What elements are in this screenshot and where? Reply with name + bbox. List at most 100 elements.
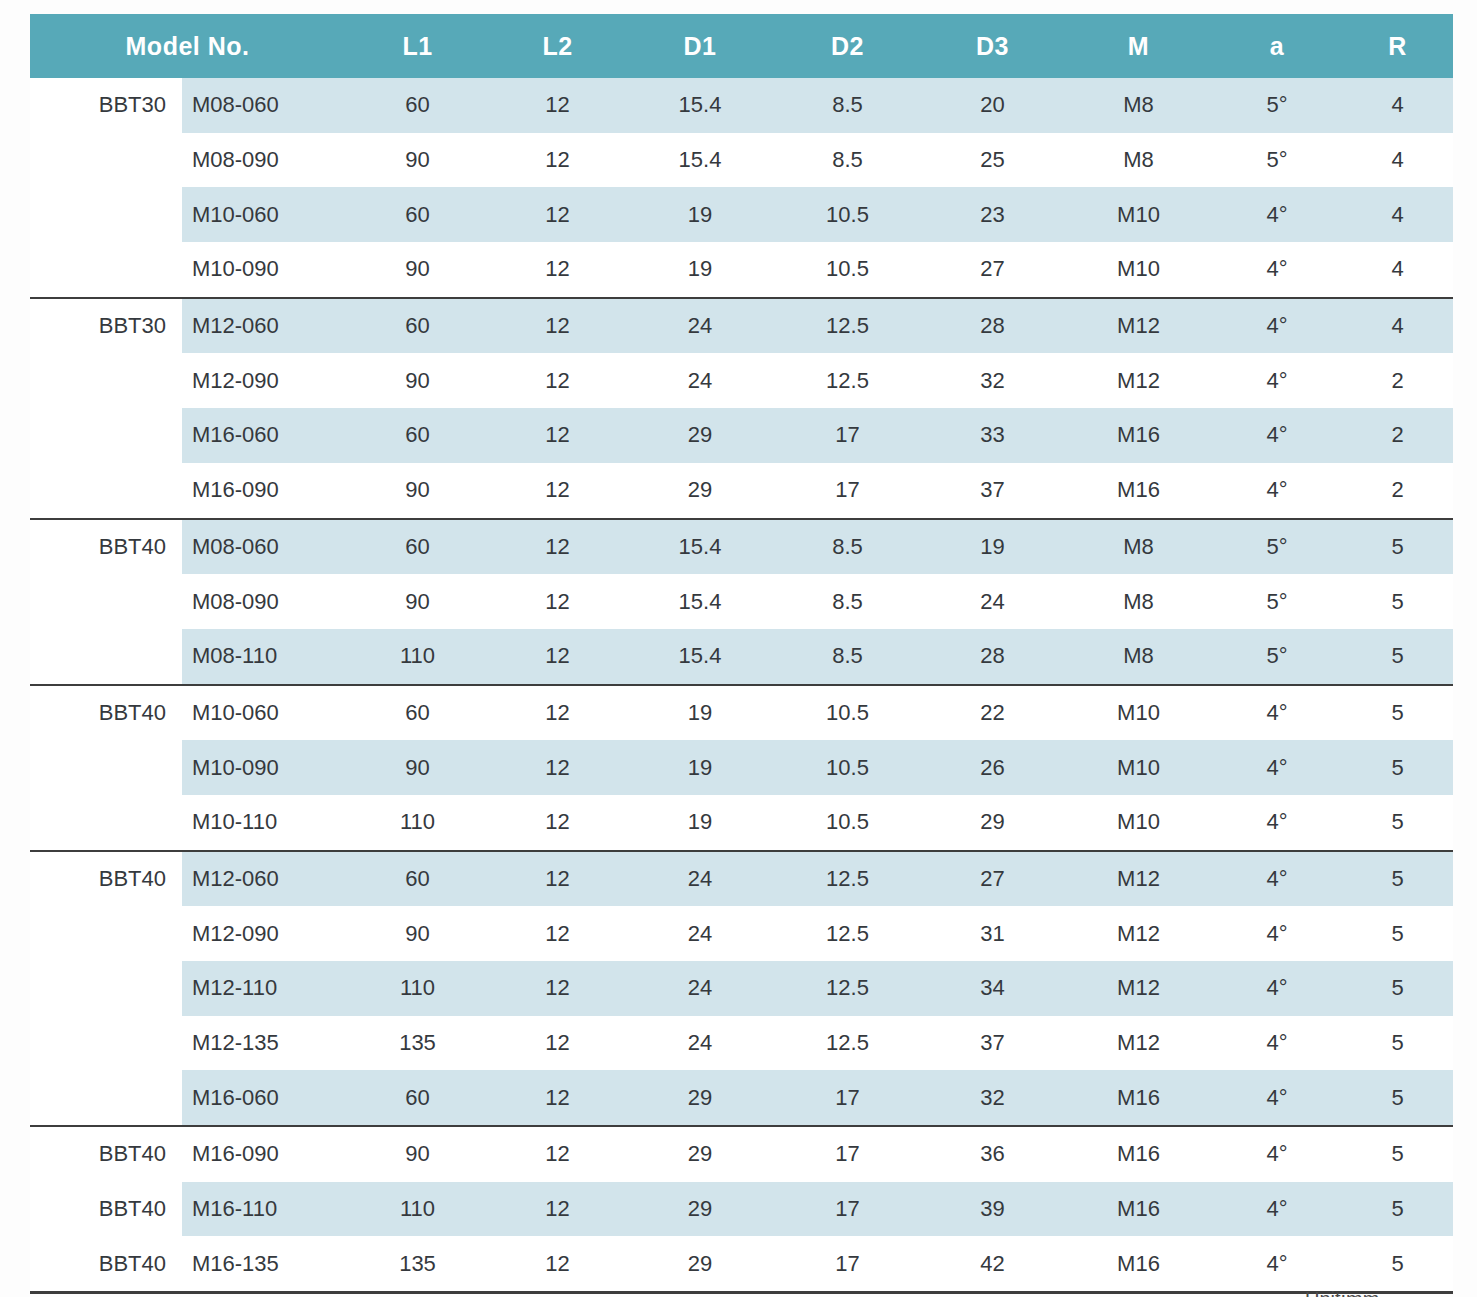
group-label-cell (30, 906, 182, 961)
l1-cell: 90 (345, 242, 490, 298)
r-cell: 5 (1342, 1070, 1453, 1126)
d2-cell: 17 (775, 1182, 920, 1237)
l1-cell: 110 (345, 795, 490, 851)
model-no-cell: M08-060 (182, 519, 345, 575)
r-cell: 5 (1342, 1016, 1453, 1071)
l2-cell: 12 (490, 242, 625, 298)
a-cell: 5° (1212, 574, 1342, 629)
col-header-l2: L2 (490, 14, 625, 78)
l2-cell: 12 (490, 298, 625, 354)
m-cell: M16 (1065, 1236, 1212, 1292)
table-row: M08-090 90 12 15.4 8.5 24 M8 5° 5 (30, 574, 1453, 629)
table-row: M10-090 90 12 19 10.5 27 M10 4° 4 (30, 242, 1453, 298)
l2-cell: 12 (490, 1126, 625, 1182)
table-row: M16-090 90 12 29 17 37 M16 4° 2 (30, 463, 1453, 519)
d3-cell: 32 (920, 353, 1065, 408)
d2-cell: 8.5 (775, 574, 920, 629)
d3-cell: 23 (920, 187, 1065, 242)
group-label-cell (30, 740, 182, 795)
m-cell: M12 (1065, 906, 1212, 961)
table-header: Model No. L1 L2 D1 D2 D3 M a R (30, 14, 1453, 78)
d1-cell: 29 (625, 1126, 775, 1182)
l1-cell: 110 (345, 1182, 490, 1237)
r-cell: 5 (1342, 574, 1453, 629)
table-row: M10-110 110 12 19 10.5 29 M10 4° 5 (30, 795, 1453, 851)
m-cell: M12 (1065, 851, 1212, 907)
model-no-cell: M12-060 (182, 851, 345, 907)
catalog-sheet: Model No. L1 L2 D1 D2 D3 M a R BBT30 M08… (0, 0, 1477, 1297)
group-label-cell (30, 353, 182, 408)
r-cell: 4 (1342, 242, 1453, 298)
model-no-cell: M12-110 (182, 961, 345, 1016)
model-no-cell: M16-090 (182, 463, 345, 519)
r-cell: 5 (1342, 685, 1453, 741)
d1-cell: 24 (625, 353, 775, 408)
d3-cell: 37 (920, 463, 1065, 519)
l2-cell: 12 (490, 1016, 625, 1071)
d3-cell: 25 (920, 133, 1065, 188)
a-cell: 4° (1212, 463, 1342, 519)
m-cell: M16 (1065, 1126, 1212, 1182)
d1-cell: 19 (625, 740, 775, 795)
d3-cell: 26 (920, 740, 1065, 795)
d2-cell: 12.5 (775, 961, 920, 1016)
l1-cell: 60 (345, 187, 490, 242)
table-row: M08-110 110 12 15.4 8.5 28 M8 5° 5 (30, 629, 1453, 685)
a-cell: 4° (1212, 740, 1342, 795)
d2-cell: 10.5 (775, 740, 920, 795)
l1-cell: 90 (345, 133, 490, 188)
d2-cell: 10.5 (775, 795, 920, 851)
m-cell: M8 (1065, 574, 1212, 629)
d2-cell: 17 (775, 463, 920, 519)
r-cell: 5 (1342, 519, 1453, 575)
group-label-cell: BBT40 (30, 1236, 182, 1292)
d1-cell: 24 (625, 961, 775, 1016)
table-row: M12-110 110 12 24 12.5 34 M12 4° 5 (30, 961, 1453, 1016)
d2-cell: 12.5 (775, 851, 920, 907)
d2-cell: 17 (775, 1070, 920, 1126)
m-cell: M10 (1065, 187, 1212, 242)
model-no-cell: M08-090 (182, 574, 345, 629)
a-cell: 4° (1212, 1016, 1342, 1071)
d1-cell: 15.4 (625, 519, 775, 575)
group-label-cell: BBT40 (30, 519, 182, 575)
group-label-cell (30, 1016, 182, 1071)
a-cell: 4° (1212, 851, 1342, 907)
group-label-cell (30, 133, 182, 188)
a-cell: 4° (1212, 353, 1342, 408)
m-cell: M16 (1065, 1070, 1212, 1126)
group-label-cell: BBT40 (30, 1126, 182, 1182)
d2-cell: 10.5 (775, 242, 920, 298)
table-row: BBT40 M16-135 135 12 29 17 42 M16 4° 5 (30, 1236, 1453, 1292)
l1-cell: 110 (345, 961, 490, 1016)
m-cell: M12 (1065, 298, 1212, 354)
table-row: BBT30 M12-060 60 12 24 12.5 28 M12 4° 4 (30, 298, 1453, 354)
group-label-cell (30, 574, 182, 629)
m-cell: M16 (1065, 463, 1212, 519)
m-cell: M16 (1065, 1182, 1212, 1237)
r-cell: 4 (1342, 78, 1453, 133)
l2-cell: 12 (490, 685, 625, 741)
d2-cell: 12.5 (775, 906, 920, 961)
table-row: BBT30 M08-060 60 12 15.4 8.5 20 M8 5° 4 (30, 78, 1453, 133)
d1-cell: 15.4 (625, 78, 775, 133)
a-cell: 4° (1212, 685, 1342, 741)
l2-cell: 12 (490, 961, 625, 1016)
d3-cell: 42 (920, 1236, 1065, 1292)
d3-cell: 37 (920, 1016, 1065, 1071)
m-cell: M10 (1065, 242, 1212, 298)
l2-cell: 12 (490, 574, 625, 629)
col-header-r: R (1342, 14, 1453, 78)
r-cell: 5 (1342, 1236, 1453, 1292)
m-cell: M10 (1065, 685, 1212, 741)
l2-cell: 12 (490, 353, 625, 408)
group-label-cell: BBT40 (30, 685, 182, 741)
m-cell: M8 (1065, 133, 1212, 188)
a-cell: 4° (1212, 1182, 1342, 1237)
group-label-cell (30, 961, 182, 1016)
r-cell: 2 (1342, 408, 1453, 463)
d2-cell: 17 (775, 408, 920, 463)
table-row: M10-090 90 12 19 10.5 26 M10 4° 5 (30, 740, 1453, 795)
model-no-cell: M10-110 (182, 795, 345, 851)
d3-cell: 34 (920, 961, 1065, 1016)
